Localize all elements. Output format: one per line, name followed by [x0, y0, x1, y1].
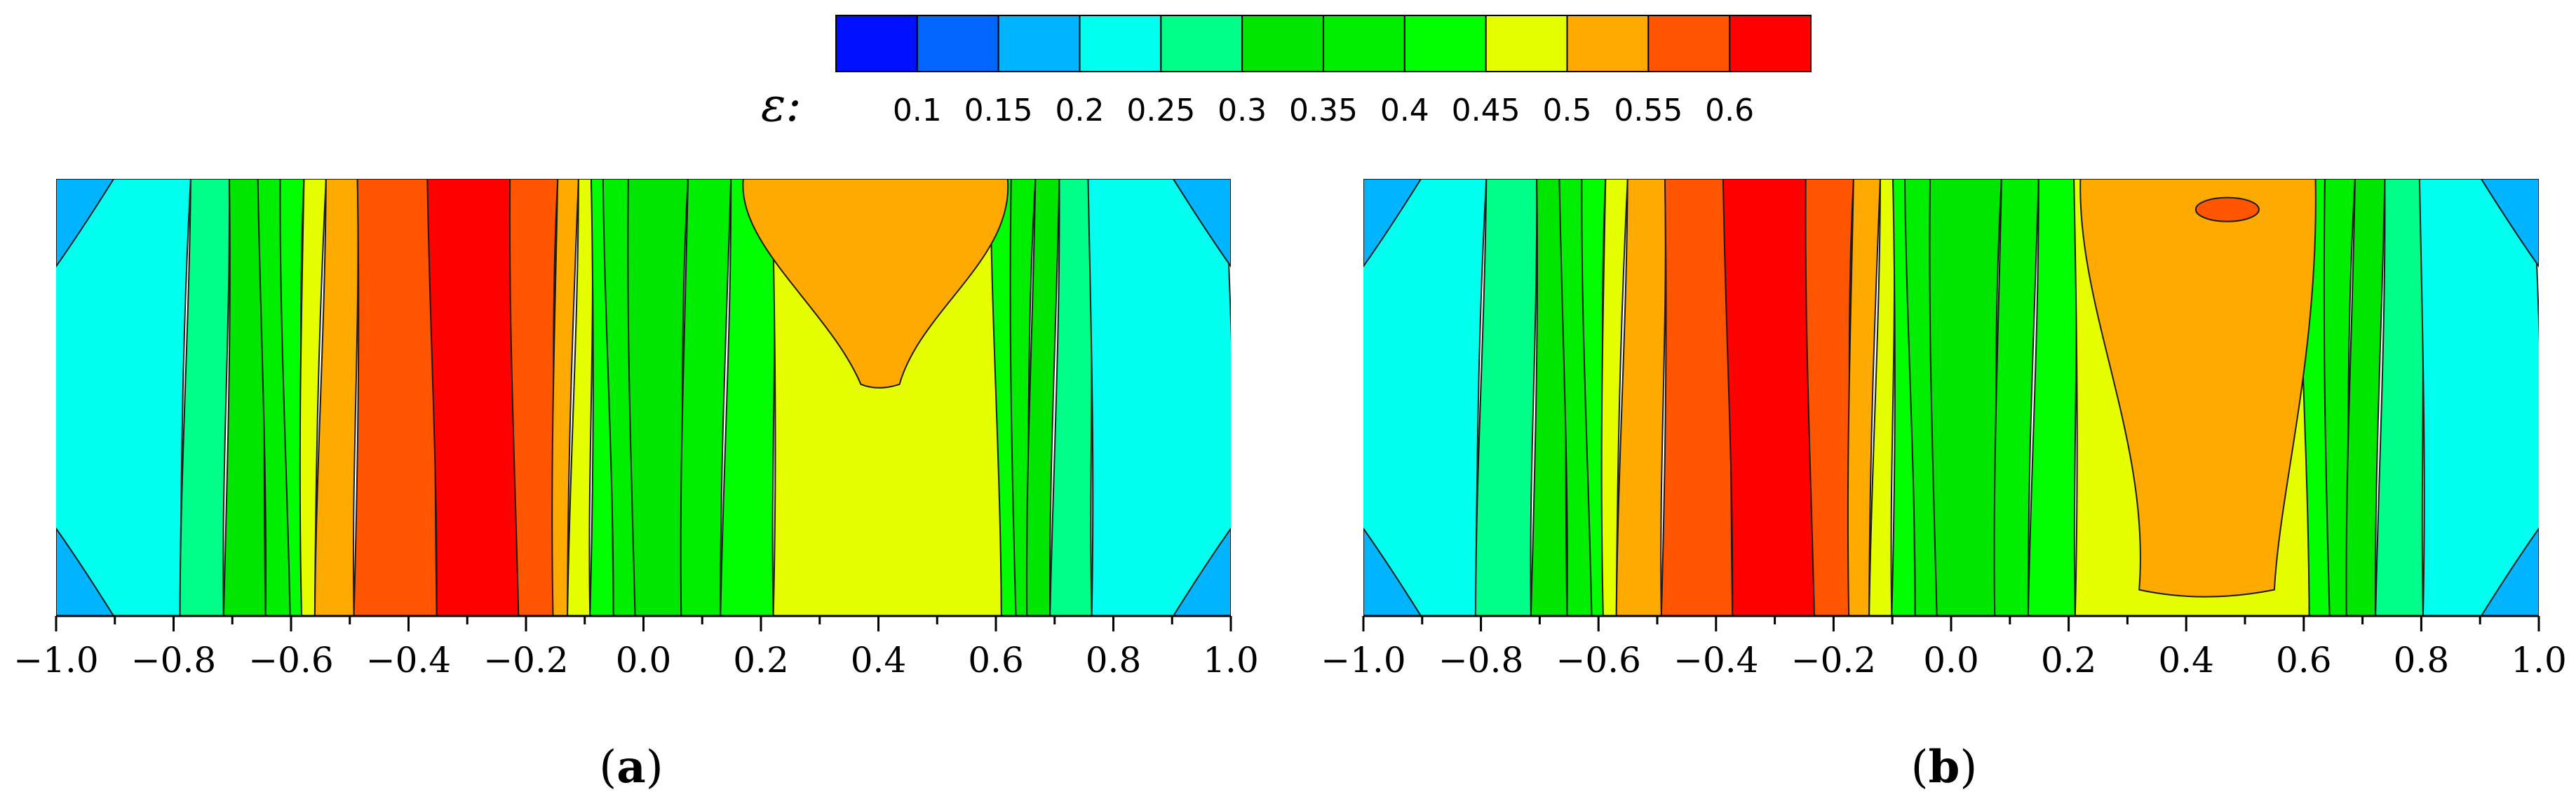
colorbar-label: 0.35 — [1289, 93, 1358, 128]
x-tick-label: 0.6 — [968, 640, 1024, 681]
contour-band — [1660, 179, 1734, 616]
contour-band — [2345, 179, 2386, 616]
colorbar-swatch — [997, 15, 1081, 72]
colorbar-swatch — [916, 15, 999, 72]
colorbar-label: 0.3 — [1218, 93, 1267, 128]
x-tick-label: −0.2 — [1791, 640, 1876, 681]
x-tick-label: −1.0 — [13, 640, 98, 681]
x-tick-label: 0.6 — [2276, 640, 2332, 681]
contour-local-peak — [2194, 196, 2260, 222]
contour-band — [1474, 179, 1538, 616]
colorbar-swatch — [1485, 15, 1568, 72]
colorbar-swatch — [1323, 15, 1405, 72]
contour-corner-lobe — [1363, 179, 1422, 268]
contour-max-region — [742, 179, 1009, 389]
panel-letter-b: b — [1929, 741, 1960, 793]
contour-corner-lobe — [2480, 179, 2539, 268]
colorbar-swatch — [1647, 15, 1731, 72]
x-tick-label: 0.4 — [851, 640, 907, 681]
contour-band — [627, 179, 689, 616]
contour-corner-lobe — [56, 527, 115, 616]
colorbar-label: 0.45 — [1452, 93, 1520, 128]
x-tick-label: 0.2 — [2041, 640, 2097, 681]
colorbar-label: 0.6 — [1705, 93, 1754, 128]
contour-band — [1087, 179, 1231, 616]
colorbar: 0.1 0.15 0.2 0.25 0.3 0.35 0.4 0.45 0.5 0.55 0.6 ε… — [761, 15, 1812, 132]
contour-band — [1722, 179, 1816, 616]
colorbar-swatch — [1241, 15, 1324, 72]
colorbar-swatch — [1729, 15, 1812, 72]
contour-band — [1025, 179, 1060, 616]
contour-corner-lobe — [1363, 527, 1422, 616]
x-tick-label: 0.8 — [1086, 640, 1142, 681]
colorbar-swatch — [1403, 15, 1487, 72]
x-tick-label: 0.4 — [2158, 640, 2214, 681]
contour-band — [2418, 179, 2539, 616]
x-tick-label: −0.4 — [1673, 640, 1758, 681]
contour-band — [1847, 179, 1881, 616]
colorbar-label: 0.5 — [1543, 93, 1592, 128]
x-tick-label: 0.8 — [2394, 640, 2450, 681]
contour-band — [1600, 179, 1628, 616]
colorbar-label: 0.1 — [893, 93, 942, 128]
contour-band — [508, 179, 559, 616]
colorbar-labels: 0.1 0.15 0.2 0.25 0.3 0.35 0.4 0.45 0.5 0.55 0.6 — [893, 93, 1754, 128]
contour-max-region — [2079, 179, 2317, 598]
x-tick-label: 0.2 — [733, 640, 789, 681]
contour-band — [1615, 179, 1666, 616]
x-tick-label: −0.6 — [1556, 640, 1640, 681]
contour-corner-lobe — [56, 179, 115, 268]
x-tick-label: −0.4 — [366, 640, 451, 681]
colorbar-swatch — [835, 15, 918, 72]
contour-panel-b: −1.0 −0.8 −0.6 −0.4 −0.2 0.0 0.2 0.4 0.6 0.8 1.0 — [1321, 179, 2567, 681]
contour-field — [1363, 179, 2539, 616]
panel-label-a: (a) — [599, 741, 663, 793]
panel-label-b: (b) — [1911, 741, 1978, 793]
contour-panel-a: −1.0 −0.8 −0.6 −0.4 −0.2 0.0 0.2 0.4 0.6 0.8 1.0 — [13, 179, 1259, 681]
panel-letter-a: a — [616, 741, 645, 793]
x-tick-label: 0.0 — [616, 640, 672, 681]
colorbar-label: 0.2 — [1056, 93, 1105, 128]
contour-band — [1929, 179, 2002, 616]
colorbar-label: 0.15 — [964, 93, 1033, 128]
x-tick-label: 1.0 — [2511, 640, 2567, 681]
x-axis: −1.0 −0.8 −0.6 −0.4 −0.2 0.0 0.2 0.4 0.6 0.8 1.0 — [1321, 615, 2567, 681]
x-tick-label: −0.6 — [248, 640, 333, 681]
x-tick-label: −0.8 — [1438, 640, 1523, 681]
contour-band — [353, 179, 438, 616]
contour-band — [680, 179, 732, 616]
contour-corner-lobe — [1172, 179, 1231, 268]
colorbar-symbol: ε: — [761, 78, 802, 132]
colorbar-label: 0.55 — [1614, 93, 1683, 128]
colorbar-label: 0.25 — [1126, 93, 1195, 128]
contour-band — [1363, 179, 1488, 616]
contour-band — [551, 179, 579, 616]
contour-band — [313, 179, 359, 616]
contour-band — [299, 179, 327, 616]
contour-band — [179, 179, 231, 616]
x-tick-label: −0.8 — [131, 640, 216, 681]
x-tick-label: 1.0 — [1203, 640, 1259, 681]
colorbar-swatch — [1160, 15, 1243, 72]
x-tick-label: −0.2 — [483, 640, 568, 681]
contour-band — [1805, 179, 1854, 616]
contour-band — [1009, 179, 1037, 616]
contour-band — [426, 179, 520, 616]
contour-corner-lobe — [1172, 527, 1231, 616]
x-tick-label: 0.0 — [1923, 640, 1979, 681]
colorbar-swatch — [1566, 15, 1650, 72]
x-axis: −1.0 −0.8 −0.6 −0.4 −0.2 0.0 0.2 0.4 0.6 0.8 1.0 — [13, 615, 1259, 681]
contour-band — [56, 179, 191, 616]
colorbar-label: 0.4 — [1380, 93, 1429, 128]
colorbar-swatch — [1079, 15, 1162, 72]
contour-corner-lobe — [2480, 527, 2539, 616]
x-tick-label: −1.0 — [1321, 640, 1405, 681]
contour-field — [56, 179, 1231, 616]
colorbar-swatches — [835, 15, 1812, 72]
contour-band — [1993, 179, 2039, 616]
